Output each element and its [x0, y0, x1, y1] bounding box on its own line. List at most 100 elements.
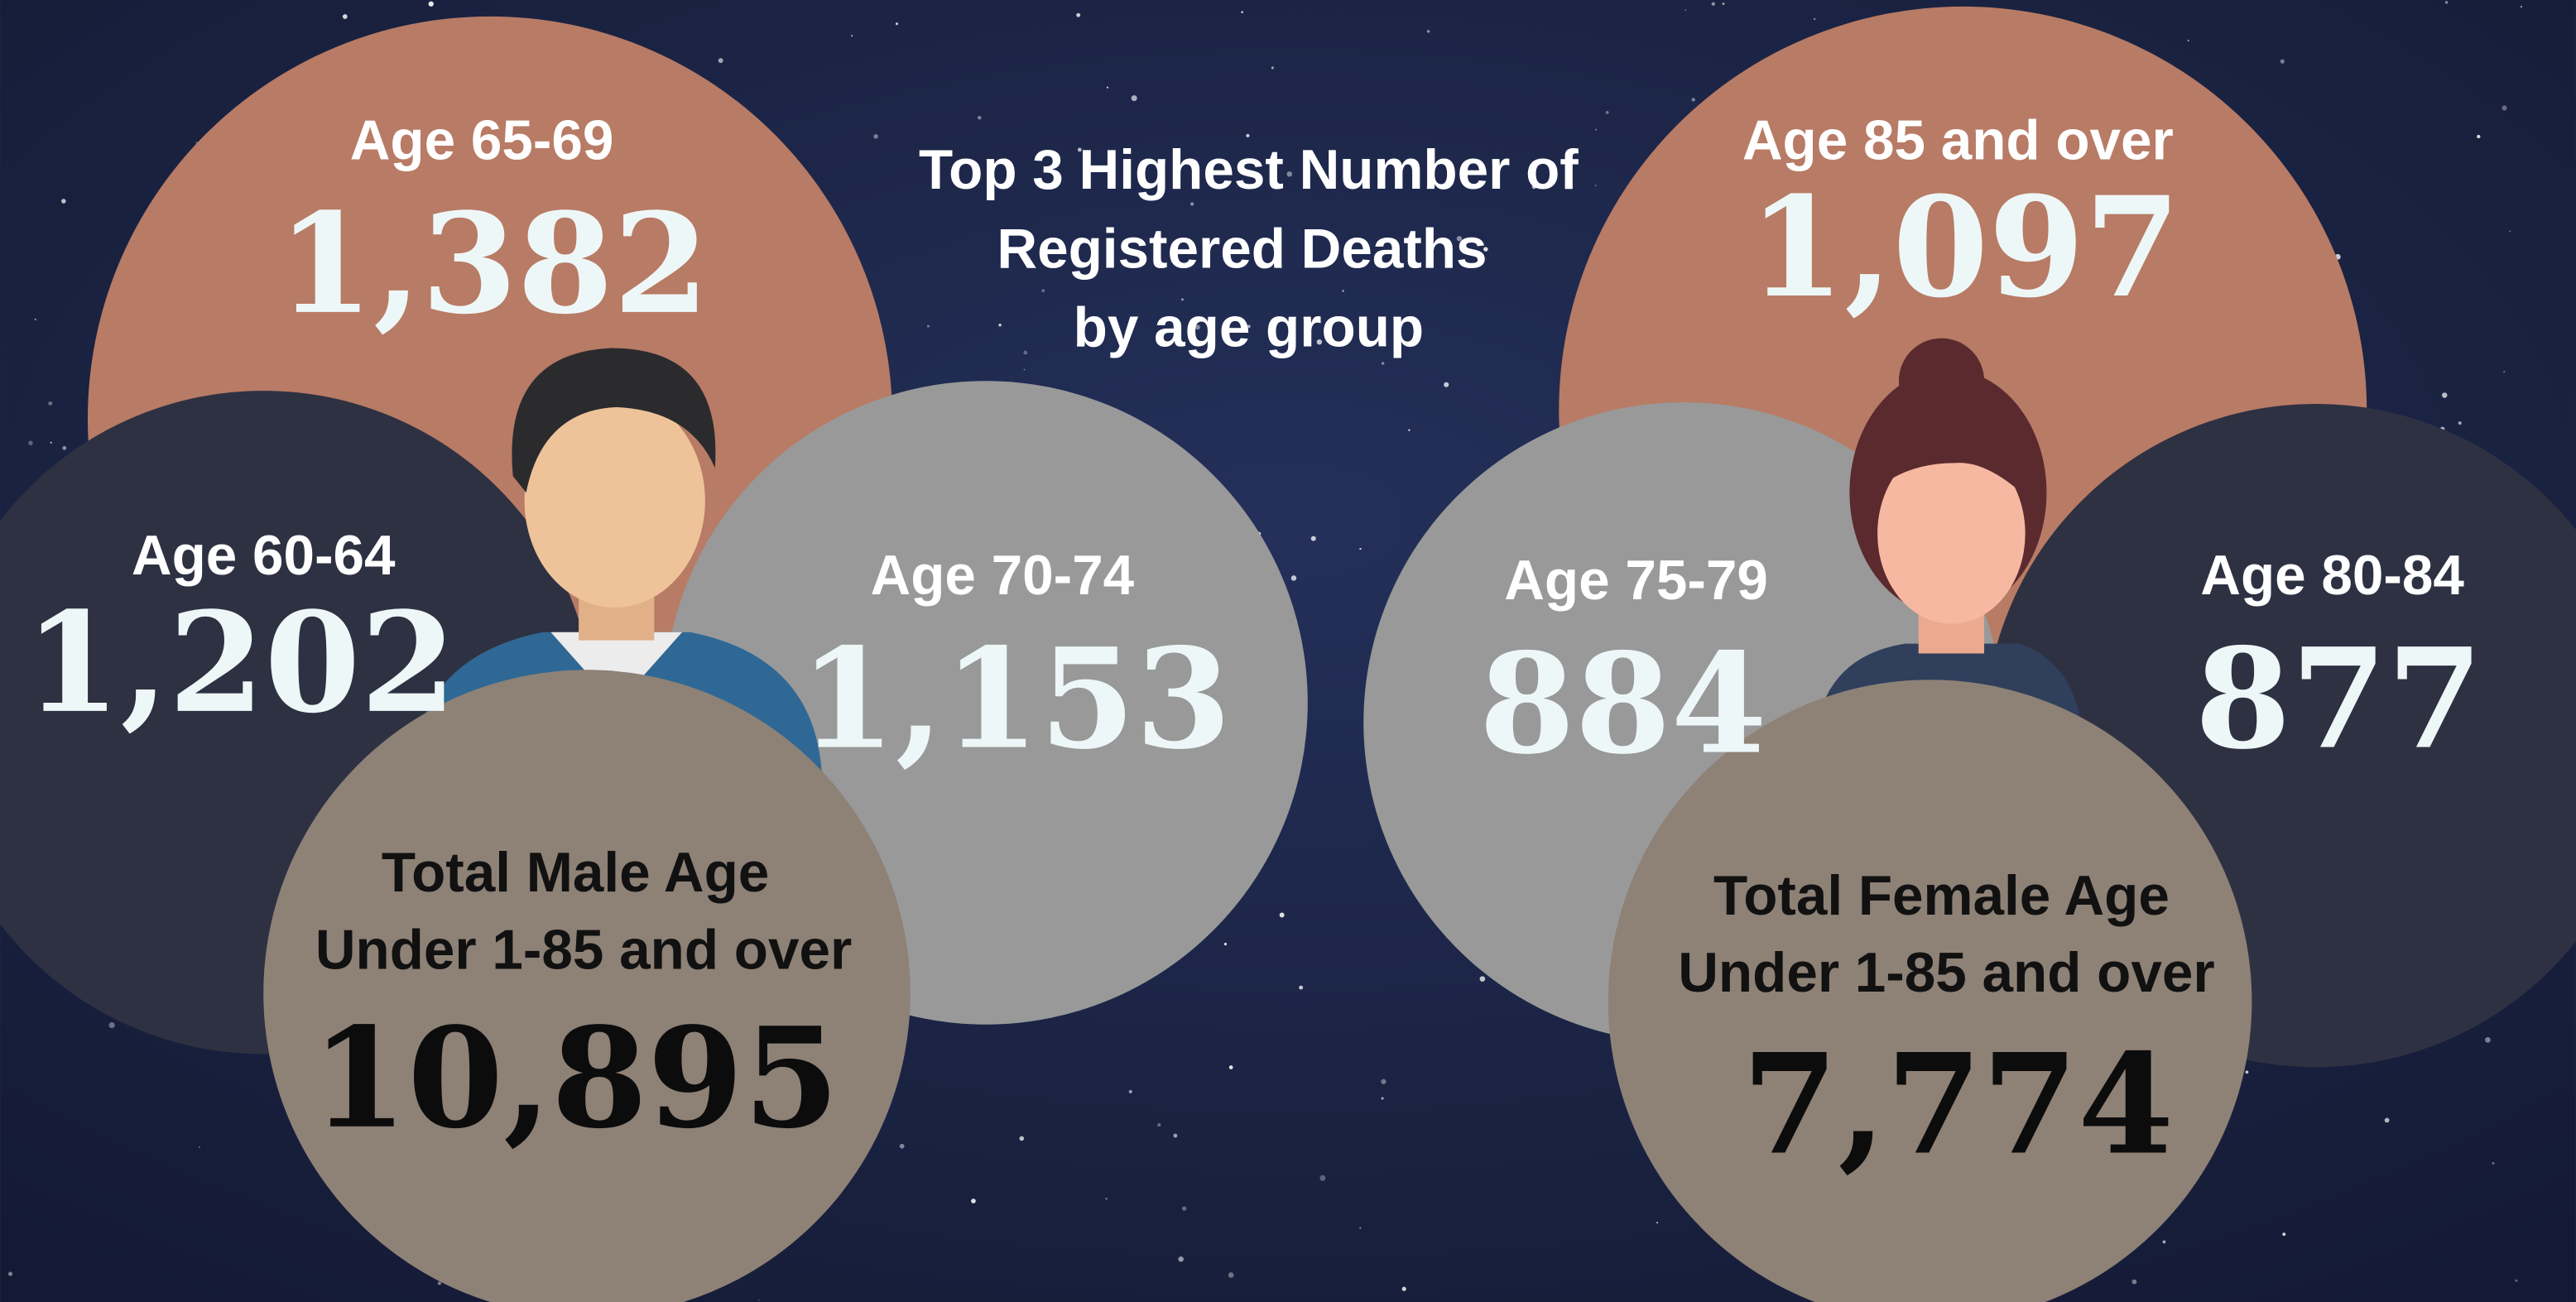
star	[2485, 1037, 2491, 1043]
total-label: Under 1-85 and over	[1678, 942, 2214, 1004]
total-value: 7,774	[1742, 1024, 2174, 1185]
star	[2502, 105, 2506, 110]
star	[978, 116, 981, 119]
star	[1224, 943, 1227, 945]
star	[1132, 95, 1137, 101]
star	[1381, 1079, 1386, 1084]
star	[1190, 202, 1194, 205]
star	[900, 1144, 905, 1149]
star	[1382, 362, 1384, 364]
star	[2188, 40, 2189, 41]
star	[2509, 230, 2511, 232]
star	[1182, 1207, 1186, 1211]
star	[2515, 1280, 2517, 1282]
star	[1444, 382, 1449, 387]
star	[1023, 351, 1027, 355]
star	[61, 199, 66, 204]
star	[1692, 98, 1695, 101]
star	[1684, 9, 1686, 11]
title-line: by age group	[1074, 297, 1424, 359]
star	[62, 446, 66, 450]
group-value: 1,382	[277, 184, 709, 345]
star	[28, 440, 32, 444]
group-value: 877	[2195, 619, 2483, 781]
star	[1311, 536, 1316, 541]
star	[1041, 289, 1045, 292]
total-label: Total Male Age	[382, 842, 769, 904]
star	[1343, 290, 1344, 291]
star	[1291, 575, 1297, 581]
group-value: 1,202	[25, 583, 457, 744]
group-label: Age 75-79	[1504, 550, 1768, 612]
star	[199, 1146, 200, 1148]
star	[927, 325, 930, 328]
star	[1241, 11, 1243, 13]
star	[1228, 1272, 1234, 1278]
star	[1595, 185, 1597, 186]
star	[109, 1022, 115, 1028]
star	[2246, 1070, 2249, 1074]
star	[851, 35, 853, 36]
star	[1656, 1222, 1658, 1223]
star	[1319, 1175, 1325, 1181]
star	[2492, 1162, 2495, 1165]
total-label: Total Female Age	[1713, 865, 2170, 927]
group-value: 1,097	[1748, 167, 2180, 329]
star	[438, 1281, 441, 1285]
star	[1019, 1136, 1024, 1141]
star	[1359, 548, 1361, 550]
star	[1280, 912, 1285, 917]
star	[35, 319, 36, 320]
group-label: Age 80-84	[2200, 545, 2464, 607]
group-label: Age 65-69	[350, 109, 614, 171]
star	[1427, 30, 1430, 32]
star	[1107, 87, 1108, 89]
star	[873, 134, 877, 138]
star	[2477, 135, 2480, 138]
group-value: 884	[1479, 623, 1767, 785]
star	[1299, 986, 1303, 990]
star	[1076, 13, 1080, 17]
star	[1402, 1287, 1406, 1291]
star	[1595, 128, 1597, 130]
star	[2503, 371, 2505, 372]
star	[2131, 1280, 2136, 1285]
star	[1157, 1123, 1161, 1127]
star	[1271, 66, 1274, 69]
star	[1105, 1198, 1107, 1199]
star	[2163, 1240, 2166, 1243]
star	[1712, 2, 1715, 6]
star	[48, 401, 52, 406]
star	[1359, 1227, 1361, 1228]
star	[971, 1199, 976, 1204]
total-value: 10,895	[311, 998, 839, 1160]
star	[1229, 1065, 1233, 1069]
group-label: Age 60-64	[132, 525, 396, 587]
star	[1129, 1090, 1132, 1093]
star	[718, 58, 723, 63]
star	[1480, 976, 1486, 982]
star	[2280, 60, 2285, 64]
infographic: Top 3 Highest Number of Registered Death…	[0, 0, 2576, 1302]
star	[896, 22, 898, 25]
star	[343, 14, 348, 19]
page: Top 3 Highest Number of Registered Death…	[0, 0, 2576, 1302]
star	[50, 442, 52, 444]
star	[1174, 1134, 1178, 1138]
group-value: 1,153	[800, 619, 1232, 781]
group-label: Age 85 and over	[1742, 109, 2174, 171]
star	[8, 1272, 12, 1276]
star	[2282, 1232, 2285, 1236]
star	[998, 324, 1001, 326]
title-line: Top 3 Highest Number of	[919, 139, 1579, 201]
star	[2385, 1118, 2390, 1123]
total-label: Under 1-85 and over	[315, 919, 852, 981]
star	[1024, 369, 1026, 371]
star	[2442, 392, 2448, 398]
star	[1246, 134, 1249, 137]
star	[1178, 1256, 1184, 1262]
star	[1382, 1098, 1384, 1100]
title-line: Registered Deaths	[997, 218, 1487, 280]
star	[2458, 421, 2462, 425]
star	[2521, 6, 2522, 7]
